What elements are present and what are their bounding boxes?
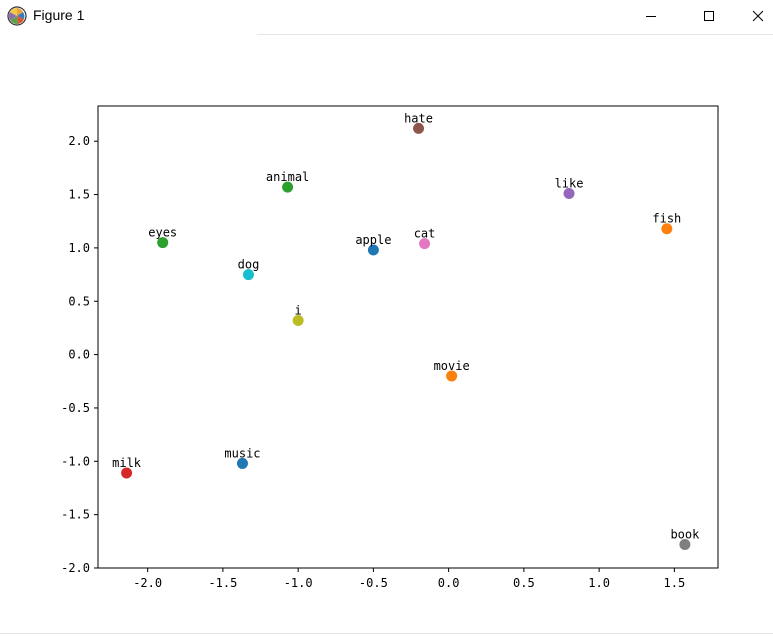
point-dog [242,269,254,281]
point-label-like: like [555,176,584,190]
close-button[interactable] [735,0,773,32]
y-tick-label: 2.0 [68,134,90,148]
point-label-i: i [295,303,302,317]
point-fish [661,223,673,235]
point-label-animal: animal [266,170,309,184]
matplotlib-logo-icon [7,6,27,26]
y-tick-label: 1.5 [68,188,90,202]
y-tick-label: 0.0 [68,348,90,362]
x-tick-label: -0.5 [359,576,388,590]
y-tick-label: -0.5 [61,401,90,415]
y-tick-label: 0.5 [68,294,90,308]
x-tick-label: -1.5 [208,576,237,590]
point-animal [282,181,294,193]
maximize-button[interactable] [686,0,732,32]
minimize-button[interactable] [628,0,674,32]
x-tick-label: -2.0 [133,576,162,590]
x-tick-label: 1.0 [588,576,610,590]
toolbar-divider [257,34,773,35]
point-label-eyes: eyes [148,226,177,240]
point-label-apple: apple [355,233,391,247]
point-book [679,539,691,551]
point-label-dog: dog [238,258,260,272]
y-tick-label: -1.5 [61,508,90,522]
point-music [236,457,248,469]
window-titlebar: Figure 1 [0,0,773,32]
minimize-icon [646,16,656,17]
point-label-book: book [670,528,700,542]
point-like [563,187,575,199]
window-title: Figure 1 [33,7,85,23]
point-milk [121,467,133,479]
x-tick-label: 0.5 [513,576,535,590]
status-divider [0,633,773,634]
point-i [292,314,304,326]
close-icon [752,10,764,22]
y-tick-label: 1.0 [68,241,90,255]
point-eyes [157,237,169,249]
point-label-music: music [224,446,260,460]
point-label-milk: milk [112,456,142,470]
point-cat [419,238,431,250]
x-tick-label: -1.0 [284,576,313,590]
point-movie [446,370,458,382]
x-tick-label: 1.5 [664,576,686,590]
point-label-cat: cat [414,227,436,241]
point-label-hate: hate [404,111,433,125]
y-tick-label: -1.0 [61,454,90,468]
point-label-fish: fish [652,212,681,226]
point-apple [367,244,379,256]
maximize-icon [704,11,714,21]
y-tick-label: -2.0 [61,561,90,575]
point-label-movie: movie [434,359,470,373]
plot-frame [97,105,719,569]
point-hate [413,122,425,134]
x-tick-label: 0.0 [438,576,460,590]
